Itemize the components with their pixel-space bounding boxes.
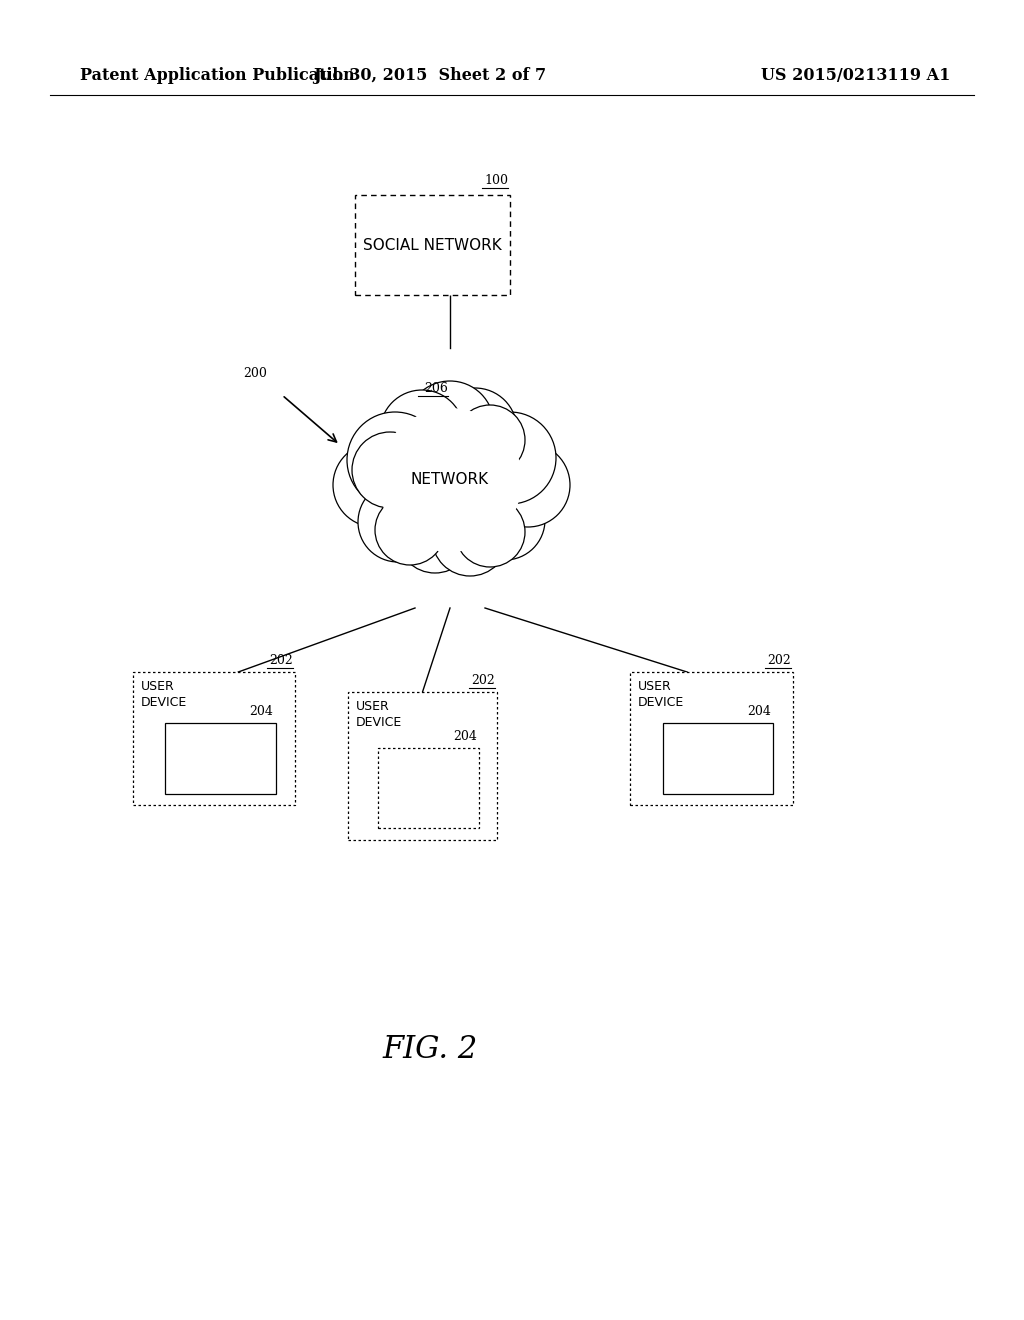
Circle shape bbox=[464, 412, 556, 504]
Bar bbox=[166, 722, 275, 795]
Circle shape bbox=[432, 500, 508, 576]
Text: 204: 204 bbox=[454, 730, 477, 743]
Text: 200: 200 bbox=[243, 367, 267, 380]
Circle shape bbox=[380, 389, 464, 474]
Circle shape bbox=[347, 412, 443, 508]
Circle shape bbox=[465, 480, 545, 560]
Circle shape bbox=[432, 500, 508, 576]
Circle shape bbox=[433, 388, 517, 473]
Circle shape bbox=[406, 381, 494, 469]
Text: USER
DEVICE: USER DEVICE bbox=[638, 680, 684, 709]
Bar bbox=[133, 672, 295, 805]
Circle shape bbox=[397, 498, 473, 573]
Text: 100: 100 bbox=[484, 174, 508, 187]
Circle shape bbox=[347, 412, 443, 508]
Circle shape bbox=[486, 444, 570, 527]
Text: USER
DEVICE: USER DEVICE bbox=[356, 700, 402, 729]
Circle shape bbox=[464, 412, 556, 504]
Circle shape bbox=[352, 432, 428, 508]
Bar bbox=[348, 692, 497, 840]
Circle shape bbox=[406, 381, 494, 469]
Text: USER
DEVICE: USER DEVICE bbox=[141, 680, 187, 709]
Circle shape bbox=[333, 444, 417, 527]
Circle shape bbox=[378, 408, 522, 552]
Text: 204: 204 bbox=[250, 705, 273, 718]
Bar bbox=[378, 748, 479, 828]
Text: FIG. 2: FIG. 2 bbox=[382, 1035, 477, 1065]
Circle shape bbox=[358, 482, 438, 562]
Text: Patent Application Publication: Patent Application Publication bbox=[80, 66, 354, 83]
Circle shape bbox=[486, 444, 570, 527]
Text: 202: 202 bbox=[471, 675, 495, 686]
Text: NETWORK: NETWORK bbox=[411, 473, 489, 487]
Bar bbox=[355, 195, 510, 294]
Text: 204: 204 bbox=[748, 705, 771, 718]
Text: SOCIAL NETWORK: SOCIAL NETWORK bbox=[364, 238, 502, 252]
Bar bbox=[663, 722, 773, 795]
Text: US 2015/0213119 A1: US 2015/0213119 A1 bbox=[761, 66, 950, 83]
Circle shape bbox=[433, 388, 517, 473]
Text: 206: 206 bbox=[424, 381, 449, 395]
Circle shape bbox=[380, 389, 464, 474]
Circle shape bbox=[375, 405, 525, 554]
Circle shape bbox=[333, 444, 417, 527]
Circle shape bbox=[358, 482, 438, 562]
Circle shape bbox=[465, 480, 545, 560]
Text: 202: 202 bbox=[269, 653, 293, 667]
Circle shape bbox=[455, 405, 525, 475]
Text: 202: 202 bbox=[767, 653, 791, 667]
Text: Jul. 30, 2015  Sheet 2 of 7: Jul. 30, 2015 Sheet 2 of 7 bbox=[313, 66, 547, 83]
Circle shape bbox=[455, 498, 525, 568]
Circle shape bbox=[375, 495, 445, 565]
Bar bbox=[630, 672, 793, 805]
Circle shape bbox=[397, 498, 473, 573]
